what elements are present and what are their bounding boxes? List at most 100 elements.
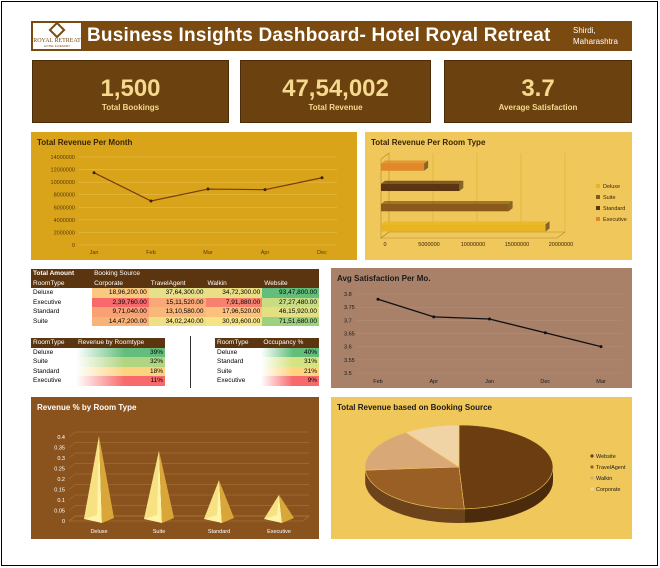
row-label: Executive	[33, 298, 62, 306]
row-label: Standard	[217, 358, 244, 366]
pie-slice	[458, 424, 554, 510]
x-tick-label: Dec	[317, 250, 327, 256]
gridline	[68, 431, 76, 438]
row-label: Deluxe	[217, 348, 238, 356]
table-cell: 7,91,880.00	[205, 297, 263, 307]
legend-label: Walkin	[596, 476, 612, 482]
kpi-label: Average Satisfaction	[498, 103, 578, 112]
x-tick-label: Suite	[153, 529, 166, 535]
pyramid-face-right	[99, 436, 114, 523]
booking-source-table: Total Amount Booking Source RoomType Cor…	[31, 269, 319, 326]
pyramid-face-right	[219, 480, 234, 523]
pyramid-face-back	[264, 494, 279, 519]
bar-top	[381, 200, 513, 204]
x-tick-label: Apr	[261, 250, 270, 256]
y-tick-label: 3.75	[344, 305, 355, 311]
y-tick-label: 2000000	[54, 230, 75, 236]
y-tick-label: 12000000	[51, 168, 75, 174]
table-cell: 31%	[261, 357, 319, 367]
logo-text: ROYAL RETREAT	[33, 38, 81, 44]
bar	[381, 224, 546, 232]
table-cell: 9,71,040.00	[92, 307, 149, 317]
divider	[190, 336, 191, 388]
revenue-percent-card: Revenue % by Room Type 0 0.05 0.1 0.15 0.2 0.…	[31, 397, 319, 539]
x-tick-label: Deluxe	[90, 529, 107, 535]
gridline	[68, 463, 76, 469]
location-state: Maharashtra	[573, 37, 618, 46]
table-cell: 27,27,480.00	[262, 297, 319, 307]
data-point	[149, 199, 153, 203]
revenue-by-roomtype-table-card: RoomType Revenue by Roomtype Deluxe 39% Su…	[31, 338, 165, 386]
revenue-per-roomtype-chart: 0 5000000 10000000 15000000 20000000 Deluxe Su…	[380, 152, 627, 248]
series-line	[93, 172, 323, 202]
table-cell: 46,15,920.00	[262, 307, 319, 317]
table-col-header: RoomType	[215, 338, 262, 348]
bar	[381, 203, 509, 212]
legend-label: Standard	[603, 206, 625, 212]
revenue-per-month-chart: 0 2000000 4000000 6000000 8000000 10000000 120…	[51, 155, 337, 256]
bar-side	[424, 160, 429, 171]
table-row: Standard 9,71,040.00 13,10,580.00 17,96,520…	[31, 307, 319, 317]
data-point	[488, 317, 491, 321]
data-point	[320, 176, 324, 180]
row-label: Standard	[33, 367, 60, 375]
table-col-header: Revenue by Roomtype	[75, 338, 165, 348]
chart-title: Total Revenue based on Booking Source	[337, 403, 492, 412]
chart-title: Total Revenue Per Month	[37, 138, 133, 147]
row-label: Standard	[33, 308, 60, 316]
pie-slice-side	[365, 470, 465, 523]
table-col-header-title: Booking Source	[92, 269, 319, 279]
bar	[381, 163, 425, 171]
table-row: Executive 9%	[215, 376, 319, 386]
table-col-header: Corporate	[92, 278, 149, 288]
pyramid-face-right	[279, 494, 294, 523]
data-point	[263, 188, 267, 192]
y-tick-label: 3.5	[344, 371, 352, 377]
table-cell: 21%	[261, 366, 319, 376]
revenue-by-roomtype-table: RoomType Revenue by Roomtype Deluxe 39% Su…	[31, 338, 165, 386]
chart-floor	[380, 231, 566, 239]
table-cell: 18%	[75, 366, 165, 376]
avg-satisfaction-chart: 3.5 3.55 3.6 3.65 3.7 3.75 3.8 Feb Apr Jan Dec Mar	[344, 292, 623, 385]
x-tick-label: Apr	[429, 379, 438, 385]
y-tick-label: 0	[72, 243, 75, 249]
hotel-logo: ROYAL RETREAT HOTEL & RESORT	[33, 21, 81, 49]
pie-slice	[364, 432, 460, 471]
table-row: Standard 31%	[215, 357, 319, 367]
table-cell: 71,51,680.00	[262, 316, 319, 326]
x-tick-label: Executive	[267, 529, 291, 535]
occupancy-table: RoomType Occupancy % Deluxe 40% Standard 31…	[215, 338, 319, 386]
booking-source-pie-chart: Website TravelAgent Walkin Corporate	[364, 424, 626, 523]
table-cell: 39%	[75, 347, 165, 357]
kpi-average-satisfaction: 3.7 Average Satisfaction	[444, 60, 632, 123]
row-label: Executive	[33, 377, 62, 385]
table-cell: 34,02,240.00	[148, 316, 206, 326]
row-label: Suite	[33, 358, 48, 366]
logo-subtext: HOTEL & RESORT	[43, 44, 70, 48]
bar-side	[508, 200, 513, 212]
pie-slice-side	[464, 467, 553, 523]
x-tick-label: Jan	[485, 379, 494, 385]
page-title: Business Insights Dashboard- Hotel Royal…	[87, 25, 551, 46]
gridline	[68, 484, 76, 490]
legend-label: TravelAgent	[596, 465, 626, 471]
x-tick-label: Standard	[208, 529, 230, 535]
bar-top	[381, 221, 550, 225]
x-tick-label: Mar	[203, 250, 213, 256]
table-cell: 18,96,200.00	[92, 288, 149, 298]
chart-title: Revenue % by Room Type	[37, 403, 137, 412]
legend-swatch	[590, 465, 594, 469]
data-point	[432, 315, 436, 319]
row-label: Deluxe	[33, 348, 54, 356]
x-tick-label: 15000000	[505, 242, 529, 248]
table-col-header: TravelAgent	[148, 278, 206, 288]
table-cell: 17,96,520.00	[205, 307, 263, 317]
x-tick-label: Jan	[90, 250, 99, 256]
y-tick-label: 0.3	[57, 456, 65, 462]
revenue-per-month-card: Total Revenue Per Month 0 2000000 4000000 6…	[31, 132, 357, 260]
table-col-header: Walkin	[205, 278, 263, 288]
y-tick-label: 0.35	[54, 446, 65, 452]
row-label: Deluxe	[33, 289, 54, 297]
table-col-header: Occupancy %	[261, 338, 319, 348]
